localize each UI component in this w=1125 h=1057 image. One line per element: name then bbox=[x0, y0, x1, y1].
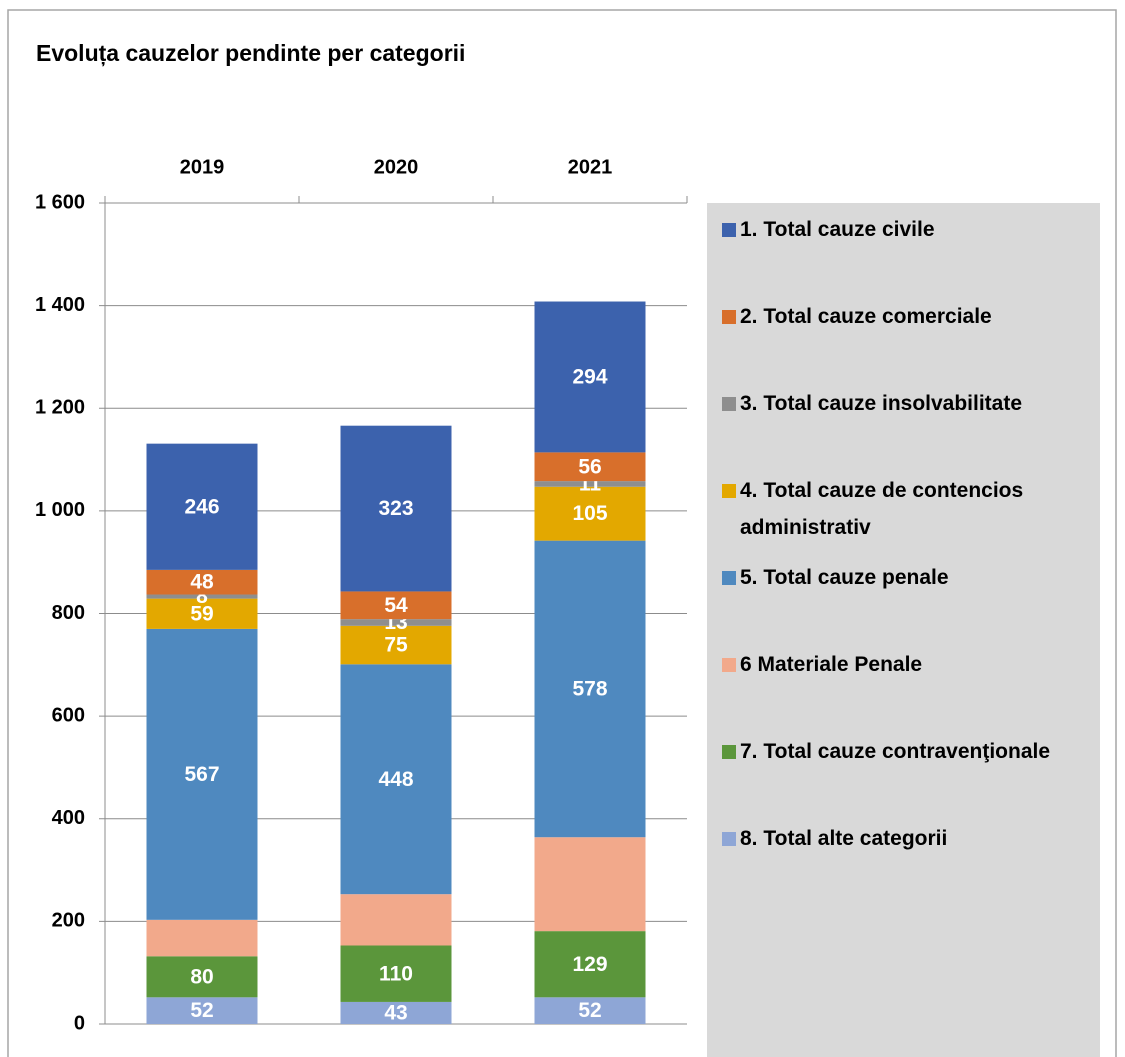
bar-segment bbox=[146, 628, 258, 920]
bar-segment bbox=[340, 619, 452, 626]
x-tick-label: 2021 bbox=[568, 156, 613, 178]
data-label: 80 bbox=[190, 965, 213, 988]
chart-title: Evoluța cauzelor pendinte per categorii bbox=[36, 40, 465, 67]
data-label: 56 bbox=[578, 455, 601, 478]
bar-segment bbox=[146, 598, 258, 629]
data-label: 52 bbox=[190, 999, 213, 1022]
legend-label: 3. Total cauze insolvabilitate bbox=[740, 392, 1023, 415]
x-tick-label: 2020 bbox=[374, 156, 419, 178]
bar-segment bbox=[146, 443, 258, 570]
bar-segment bbox=[534, 540, 646, 838]
data-label: 43 bbox=[384, 1002, 407, 1025]
data-label: 567 bbox=[184, 763, 219, 786]
legend-swatch bbox=[722, 397, 736, 411]
legend-label: 7. Total cauze contravenţionale bbox=[740, 740, 1051, 763]
bar-segment bbox=[340, 664, 452, 895]
bar-segment bbox=[146, 919, 258, 957]
y-tick-label: 800 bbox=[52, 602, 85, 624]
y-tick-label: 0 bbox=[74, 1012, 85, 1034]
legend-label: 2. Total cauze comerciale bbox=[740, 305, 992, 328]
data-label: 75 bbox=[384, 634, 408, 657]
bar-segment bbox=[146, 569, 258, 595]
bar-segment bbox=[146, 997, 258, 1024]
data-label: 323 bbox=[378, 497, 413, 520]
y-tick-label: 1 200 bbox=[35, 397, 85, 419]
data-label: 129 bbox=[572, 953, 607, 976]
y-tick-label: 1 600 bbox=[35, 191, 85, 213]
legend-label: 1. Total cauze civile bbox=[740, 218, 935, 241]
bar-segment bbox=[340, 591, 452, 620]
bar-segment bbox=[146, 956, 258, 998]
bar-segment bbox=[534, 301, 646, 453]
data-label: 59 bbox=[190, 602, 213, 625]
bar-segment bbox=[534, 837, 646, 932]
data-label: 294 bbox=[572, 365, 607, 388]
bar-segment bbox=[534, 997, 646, 1024]
bar-segment bbox=[340, 945, 452, 1002]
bar-segment bbox=[534, 452, 646, 482]
legend-label: 4. Total cauze de contencios administrat… bbox=[740, 479, 1024, 539]
legend-swatch bbox=[722, 310, 736, 324]
data-label: 578 bbox=[572, 677, 607, 700]
y-tick-label: 1 000 bbox=[35, 499, 85, 521]
bar-segment bbox=[340, 625, 452, 665]
data-label: 448 bbox=[378, 768, 413, 791]
y-tick-label: 600 bbox=[52, 704, 85, 726]
y-tick-label: 200 bbox=[52, 910, 85, 932]
data-label: 48 bbox=[190, 571, 214, 594]
data-label: 54 bbox=[384, 594, 408, 617]
data-label: 246 bbox=[184, 495, 219, 518]
bar-segment bbox=[340, 425, 452, 592]
bar-segment bbox=[534, 486, 646, 541]
y-tick-label: 1 400 bbox=[35, 294, 85, 316]
data-label: 52 bbox=[578, 999, 601, 1022]
bar-segment bbox=[340, 1001, 452, 1024]
data-label: 110 bbox=[379, 962, 413, 985]
chart-border bbox=[7, 9, 1117, 1057]
legend-swatch bbox=[722, 571, 736, 585]
legend-label: 8. Total alte categorii bbox=[740, 827, 948, 850]
bar-segment bbox=[340, 894, 452, 946]
legend-swatch bbox=[722, 484, 736, 498]
legend-swatch bbox=[722, 658, 736, 672]
y-tick-label: 400 bbox=[52, 807, 85, 829]
legend-swatch bbox=[722, 223, 736, 237]
legend: 1. Total cauze civile 2. Total cauze come… bbox=[707, 203, 1100, 1057]
data-label: 105 bbox=[572, 502, 607, 525]
legend-swatch bbox=[722, 832, 736, 846]
bar-segment bbox=[534, 931, 646, 998]
bar-segment bbox=[534, 481, 646, 487]
legend-swatch bbox=[722, 745, 736, 759]
legend-label: 6 Materiale Penale bbox=[740, 653, 923, 676]
bar-segment bbox=[146, 594, 258, 599]
x-tick-label: 2019 bbox=[180, 156, 225, 178]
legend-label: 5. Total cauze penale bbox=[740, 566, 949, 589]
